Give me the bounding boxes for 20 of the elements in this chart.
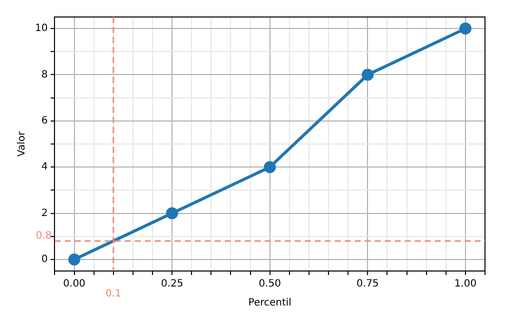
- ref-line-label: 0.1: [105, 288, 122, 300]
- y-tick-label: 2: [41, 208, 48, 219]
- ref-line-label: 0.8: [36, 230, 52, 242]
- x-tick-label: 0.75: [356, 278, 379, 290]
- y-tick-label: 4: [41, 162, 48, 173]
- y-tick-label: 6: [41, 116, 48, 127]
- x-tick-label: 1.00: [454, 278, 477, 290]
- point: [264, 161, 276, 174]
- point: [459, 22, 472, 35]
- point: [68, 253, 80, 266]
- y-axis-title: Valor: [16, 130, 28, 157]
- point: [362, 68, 374, 81]
- x-axis-title: Percentil: [248, 298, 292, 309]
- y-tick-label: 0: [41, 254, 48, 266]
- x-tick-label: 0.25: [160, 278, 184, 290]
- x-tick-label: 0.50: [258, 278, 281, 290]
- point: [166, 207, 178, 220]
- y-tick-label: 10: [34, 23, 48, 34]
- y-tick-label: 8: [41, 69, 48, 80]
- text: 0.00: [63, 278, 86, 290]
